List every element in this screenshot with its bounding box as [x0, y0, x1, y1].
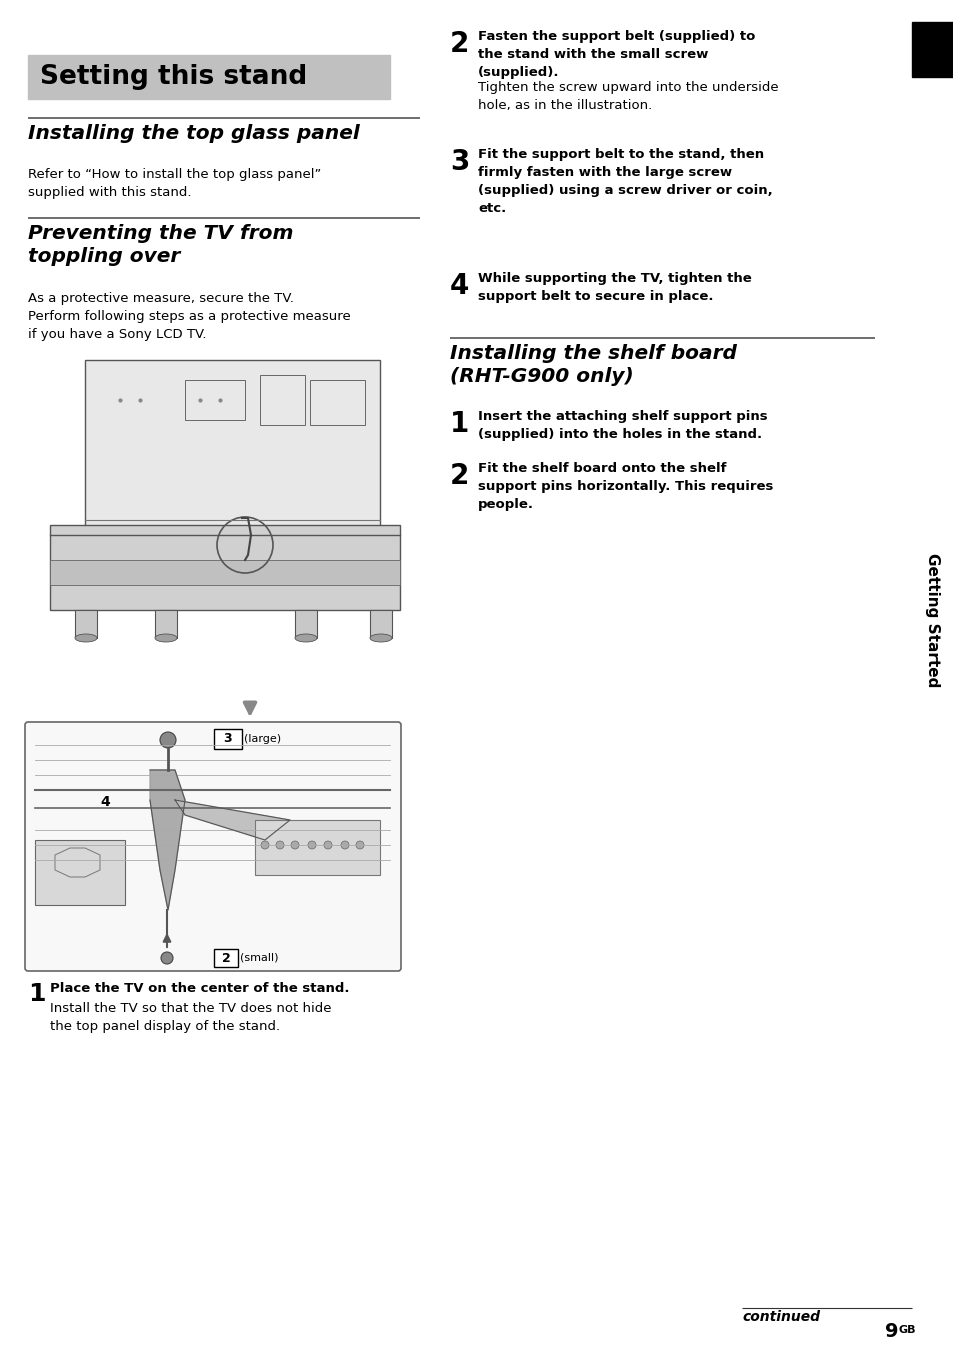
- Text: Place the TV on the center of the stand.: Place the TV on the center of the stand.: [50, 982, 349, 995]
- Ellipse shape: [294, 634, 316, 642]
- Text: As a protective measure, secure the TV.
Perform following steps as a protective : As a protective measure, secure the TV. …: [28, 292, 351, 341]
- Text: (small): (small): [240, 953, 278, 963]
- Text: Getting Started: Getting Started: [924, 553, 940, 687]
- Circle shape: [160, 731, 175, 748]
- Ellipse shape: [154, 634, 177, 642]
- Bar: [154, 610, 177, 638]
- Text: Fit the shelf board onto the shelf
support pins horizontally. This requires
peop: Fit the shelf board onto the shelf suppo…: [477, 462, 773, 511]
- Bar: [254, 821, 379, 875]
- Text: 2: 2: [221, 952, 230, 964]
- Text: Fasten the support belt (supplied) to
the stand with the small screw
(supplied).: Fasten the support belt (supplied) to th…: [477, 30, 755, 78]
- Text: GB: GB: [898, 1325, 916, 1334]
- Text: Installing the top glass panel: Installing the top glass panel: [28, 124, 359, 143]
- Circle shape: [275, 841, 284, 849]
- Text: continued: continued: [741, 1310, 820, 1324]
- Text: 3: 3: [223, 733, 233, 745]
- Text: 9: 9: [884, 1322, 898, 1341]
- Circle shape: [291, 841, 298, 849]
- Text: (large): (large): [244, 734, 281, 744]
- Bar: [260, 375, 305, 425]
- Bar: [35, 840, 125, 904]
- FancyBboxPatch shape: [213, 949, 237, 967]
- Bar: [75, 610, 97, 638]
- FancyBboxPatch shape: [213, 729, 242, 749]
- Text: 3: 3: [450, 147, 469, 176]
- Ellipse shape: [75, 634, 97, 642]
- Circle shape: [161, 952, 172, 964]
- Text: Fit the support belt to the stand, then
firmly fasten with the large screw
(supp: Fit the support belt to the stand, then …: [477, 147, 772, 215]
- Circle shape: [324, 841, 332, 849]
- Bar: [185, 380, 245, 420]
- Bar: [294, 610, 316, 638]
- Text: 1: 1: [450, 410, 469, 438]
- Bar: [911, 22, 953, 77]
- Text: 2: 2: [450, 30, 469, 58]
- Text: Tighten the screw upward into the underside
hole, as in the illustration.: Tighten the screw upward into the unders…: [477, 81, 778, 112]
- Circle shape: [308, 841, 315, 849]
- Ellipse shape: [370, 634, 392, 642]
- Text: Insert the attaching shelf support pins
(supplied) into the holes in the stand.: Insert the attaching shelf support pins …: [477, 410, 767, 441]
- Text: Setting this stand: Setting this stand: [40, 64, 307, 91]
- Text: 2: 2: [450, 462, 469, 489]
- Text: Installing the shelf board
(RHT-G900 only): Installing the shelf board (RHT-G900 onl…: [450, 343, 736, 387]
- Circle shape: [355, 841, 364, 849]
- Text: Refer to “How to install the top glass panel”
supplied with this stand.: Refer to “How to install the top glass p…: [28, 168, 321, 199]
- Circle shape: [340, 841, 349, 849]
- FancyBboxPatch shape: [25, 722, 400, 971]
- Text: 4: 4: [450, 272, 469, 300]
- Bar: [310, 380, 365, 425]
- Polygon shape: [150, 771, 185, 910]
- Text: 1: 1: [28, 982, 46, 1006]
- Polygon shape: [85, 360, 379, 535]
- Bar: [28, 55, 390, 99]
- Text: Preventing the TV from
toppling over: Preventing the TV from toppling over: [28, 224, 294, 266]
- Circle shape: [261, 841, 269, 849]
- Polygon shape: [174, 800, 290, 840]
- Polygon shape: [50, 525, 399, 610]
- Text: 4: 4: [100, 795, 110, 808]
- Text: While supporting the TV, tighten the
support belt to secure in place.: While supporting the TV, tighten the sup…: [477, 272, 751, 303]
- Polygon shape: [50, 560, 399, 585]
- Text: Install the TV so that the TV does not hide
the top panel display of the stand.: Install the TV so that the TV does not h…: [50, 1002, 331, 1033]
- Bar: [370, 610, 392, 638]
